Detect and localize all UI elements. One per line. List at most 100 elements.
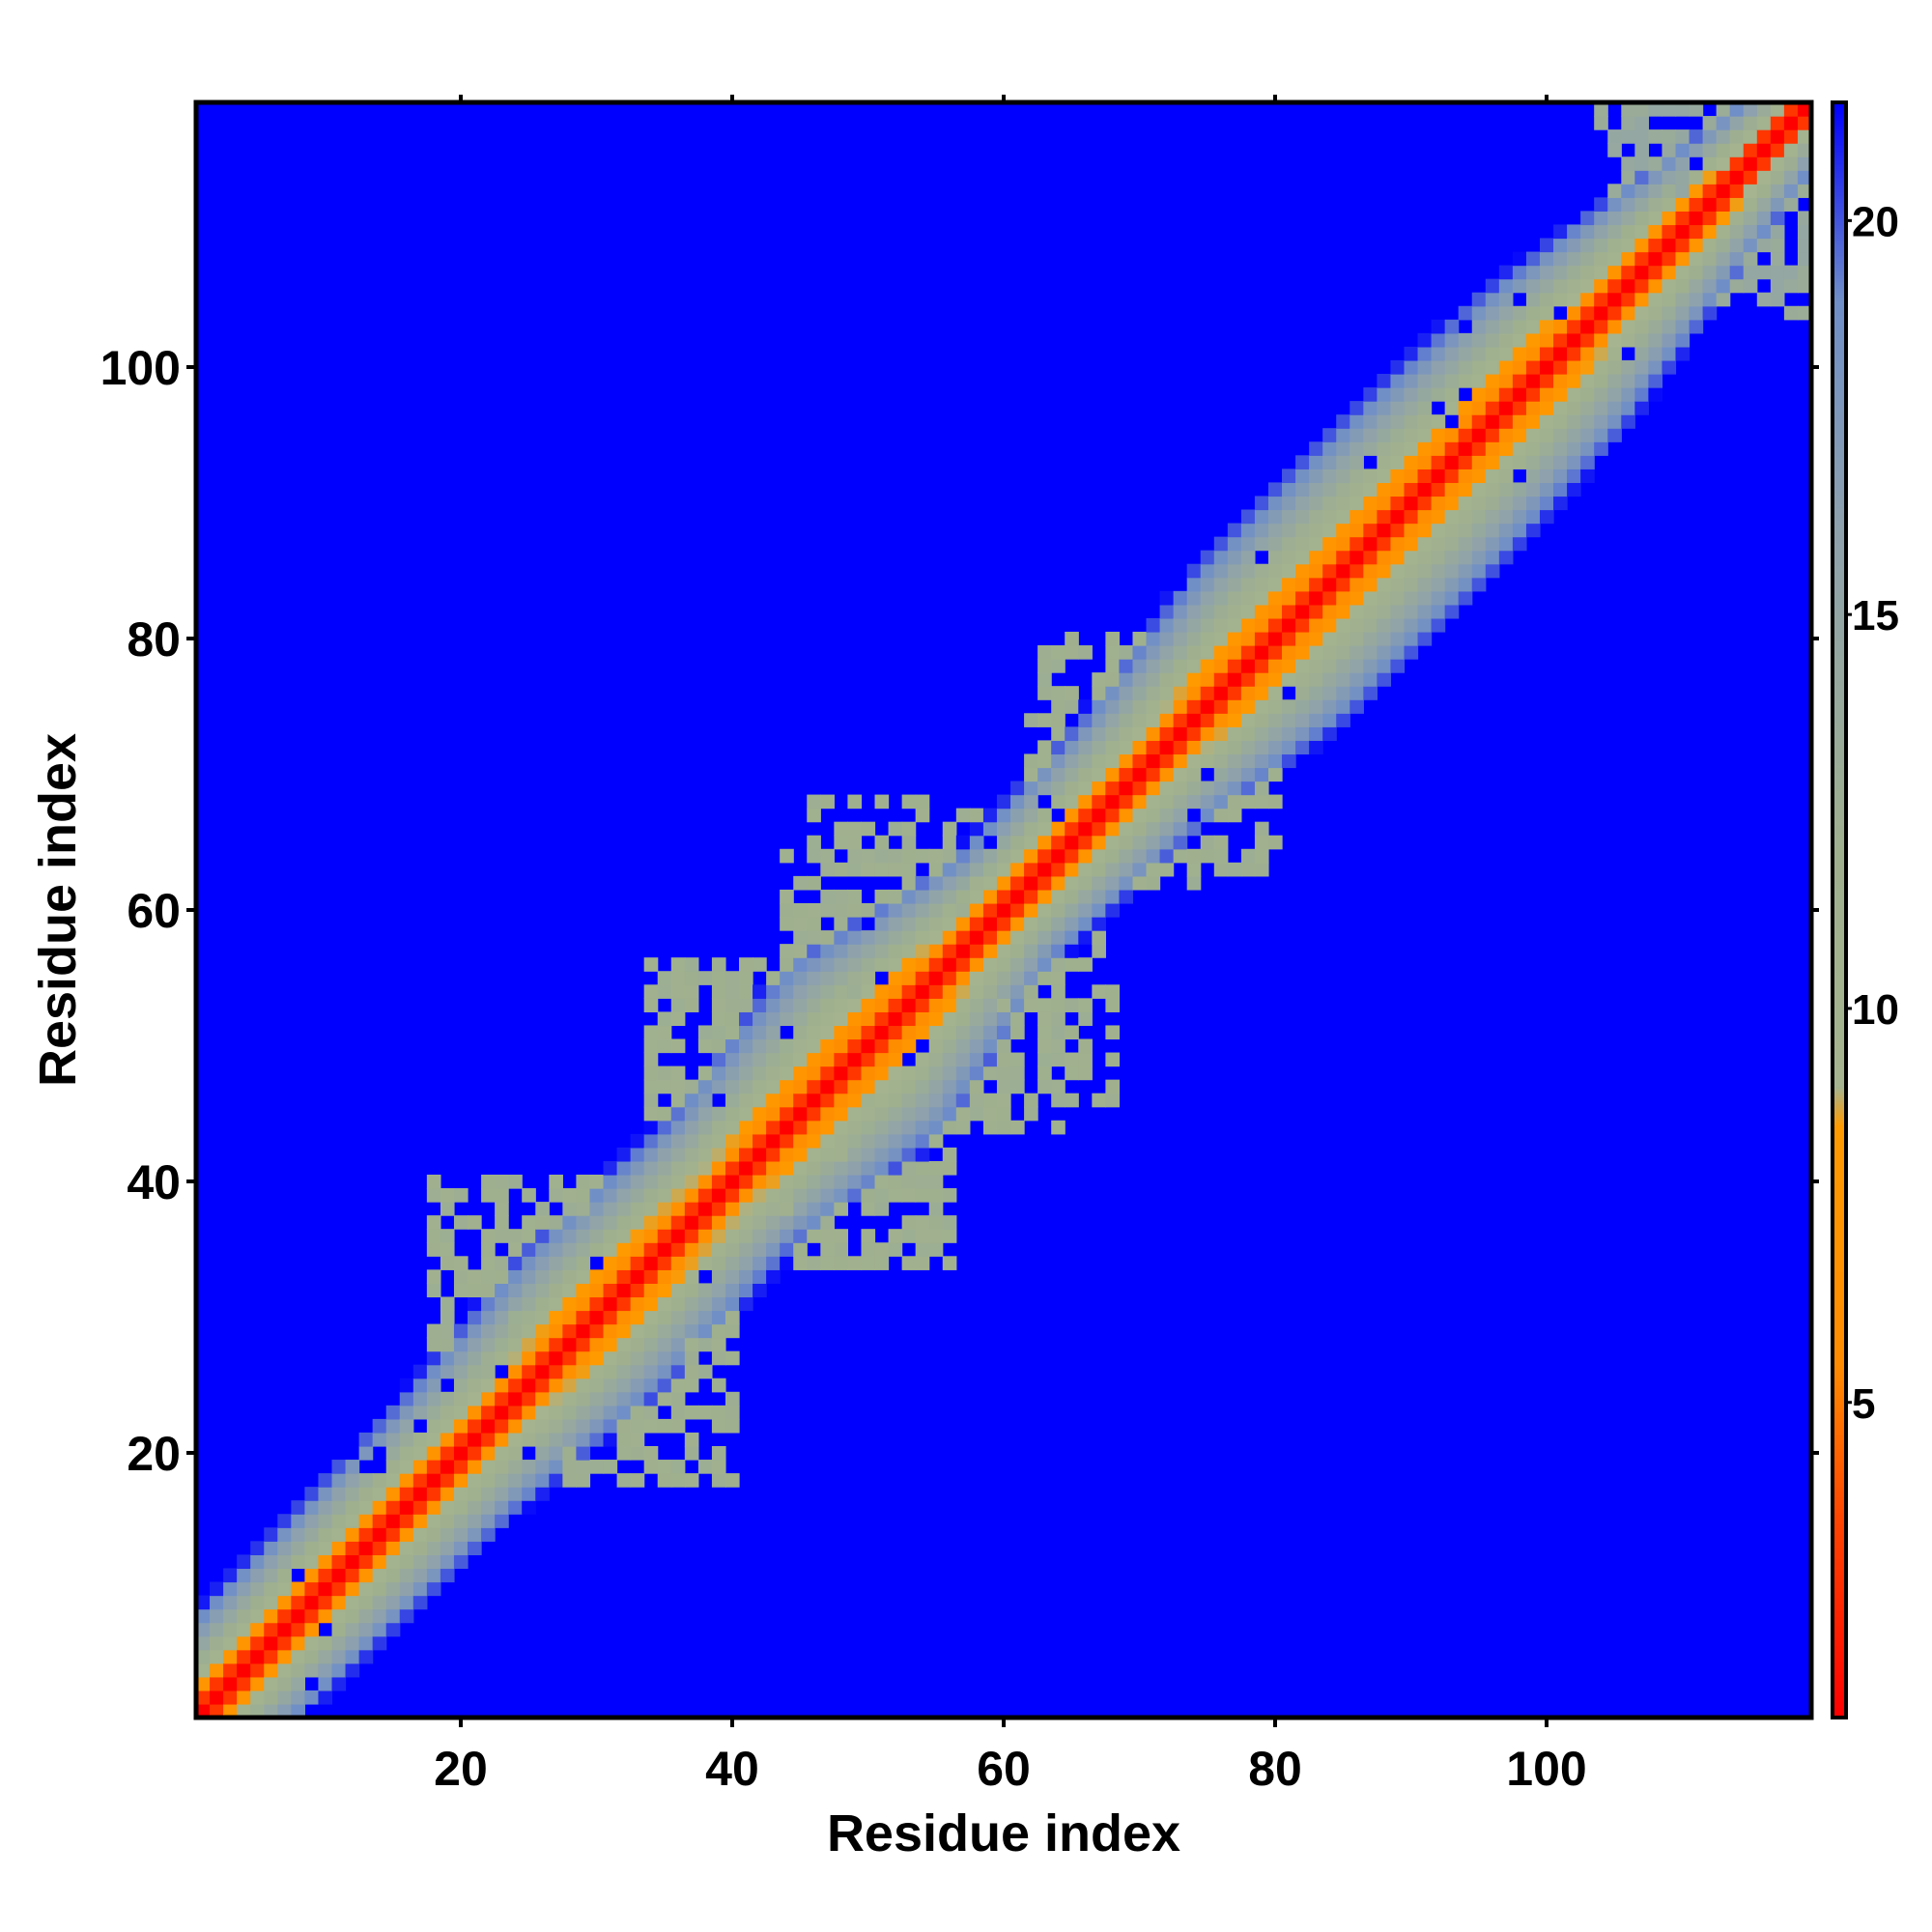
heatmap-cell: [495, 1310, 509, 1325]
heatmap-cell: [739, 998, 753, 1012]
heatmap-cell: [1037, 686, 1052, 700]
heatmap-cell: [1309, 645, 1323, 660]
heatmap-cell: [535, 1350, 550, 1366]
heatmap-cell: [453, 1391, 469, 1406]
heatmap-cell: [915, 875, 930, 891]
heatmap-cell: [1254, 631, 1269, 646]
heatmap-cell: [237, 1703, 251, 1719]
heatmap-cell: [1539, 482, 1554, 497]
heatmap-cell: [1350, 469, 1364, 484]
heatmap-cell: [426, 1364, 441, 1379]
heatmap-cell: [616, 1269, 632, 1284]
heatmap-cell: [1119, 821, 1134, 837]
heatmap-cell: [1498, 265, 1514, 280]
heatmap-cell: [1485, 374, 1500, 388]
heatmap-cell: [657, 1011, 672, 1027]
heatmap-cell: [1240, 672, 1256, 687]
heatmap-cell: [1240, 590, 1256, 606]
heatmap-cell: [1363, 523, 1378, 538]
heatmap-cell: [1350, 563, 1364, 579]
heatmap-cell: [453, 1269, 469, 1284]
heatmap-cell: [1227, 563, 1242, 579]
heatmap-cell: [468, 1283, 482, 1298]
heatmap-cell: [196, 1635, 211, 1651]
heatmap-cell: [820, 957, 835, 972]
heatmap-cell: [955, 1093, 971, 1108]
heatmap-cell: [684, 1188, 699, 1203]
heatmap-cell: [1173, 835, 1188, 850]
heatmap-cell: [711, 971, 726, 985]
heatmap-cell: [1010, 917, 1025, 931]
heatmap-cell: [589, 1405, 605, 1420]
heatmap-cell: [1702, 238, 1718, 253]
heatmap-cell: [711, 1418, 726, 1434]
heatmap-cell: [1350, 455, 1364, 469]
heatmap-cell: [724, 1106, 740, 1122]
heatmap-cell: [982, 944, 998, 958]
heatmap-cell: [1634, 156, 1649, 171]
heatmap-cell: [1431, 563, 1446, 579]
heatmap-cell: [1065, 794, 1079, 810]
heatmap-cell: [1621, 278, 1635, 294]
heatmap-cell: [684, 1215, 699, 1230]
heatmap-cell: [780, 1160, 794, 1176]
heatmap-cell: [1471, 292, 1487, 307]
heatmap-cell: [250, 1581, 265, 1597]
heatmap-cell: [1417, 428, 1433, 442]
heatmap-cell: [1580, 455, 1595, 469]
heatmap-cell: [780, 1147, 794, 1162]
heatmap-cell: [834, 1174, 849, 1189]
heatmap-cell: [1051, 984, 1065, 999]
heatmap-cell: [1634, 305, 1649, 321]
heatmap-cell: [358, 1527, 374, 1542]
heatmap-cell: [481, 1487, 496, 1501]
heatmap-cell: [277, 1635, 292, 1651]
heatmap-cell: [412, 1473, 428, 1488]
heatmap-cell: [481, 1310, 496, 1325]
heatmap-cell: [1471, 428, 1487, 442]
heatmap-cell: [223, 1608, 238, 1624]
heatmap-cell: [1471, 482, 1487, 497]
heatmap-cell: [982, 821, 998, 837]
heatmap-cell: [1065, 944, 1079, 958]
heatmap-cell: [1309, 713, 1323, 727]
heatmap-cell: [508, 1418, 523, 1434]
heatmap-cell: [969, 971, 984, 985]
heatmap-cell: [1485, 346, 1500, 361]
heatmap-cell: [304, 1527, 320, 1542]
heatmap-cell: [549, 1364, 563, 1379]
heatmap-cell: [807, 998, 821, 1012]
heatmap-cell: [1173, 713, 1188, 727]
heatmap-cell: [1322, 699, 1337, 714]
heatmap-cell: [1322, 469, 1337, 484]
heatmap-cell: [522, 1364, 536, 1379]
heatmap-cell: [1662, 211, 1677, 226]
heatmap-cell: [1065, 781, 1079, 796]
heatmap-cell: [753, 1025, 767, 1040]
heatmap-cell: [901, 944, 917, 958]
heatmap-cell: [955, 1065, 971, 1081]
heatmap-cell: [589, 1350, 605, 1366]
heatmap-cell: [1227, 577, 1242, 592]
heatmap-cell: [1186, 726, 1202, 741]
heatmap-cell: [753, 1174, 767, 1189]
x-tick-label: 40: [705, 1742, 759, 1796]
heatmap-cell: [1648, 224, 1663, 240]
heatmap-cell: [1689, 319, 1704, 334]
heatmap-cell: [331, 1581, 347, 1597]
heatmap-cell: [670, 1405, 686, 1420]
heatmap-cell: [412, 1405, 428, 1420]
heatmap-cell: [562, 1323, 578, 1339]
heatmap-cell: [1648, 265, 1663, 280]
heatmap-cell: [739, 1202, 753, 1216]
heatmap-cell: [780, 1093, 794, 1108]
heatmap-cell: [1132, 821, 1148, 837]
heatmap-cell: [1525, 332, 1541, 348]
heatmap-cell: [1512, 387, 1527, 402]
heatmap-cell: [1092, 726, 1106, 741]
heatmap-cell: [996, 984, 1011, 999]
heatmap-cell: [1417, 455, 1433, 469]
heatmap-cell: [1417, 359, 1433, 375]
heatmap-cell: [1309, 455, 1323, 469]
